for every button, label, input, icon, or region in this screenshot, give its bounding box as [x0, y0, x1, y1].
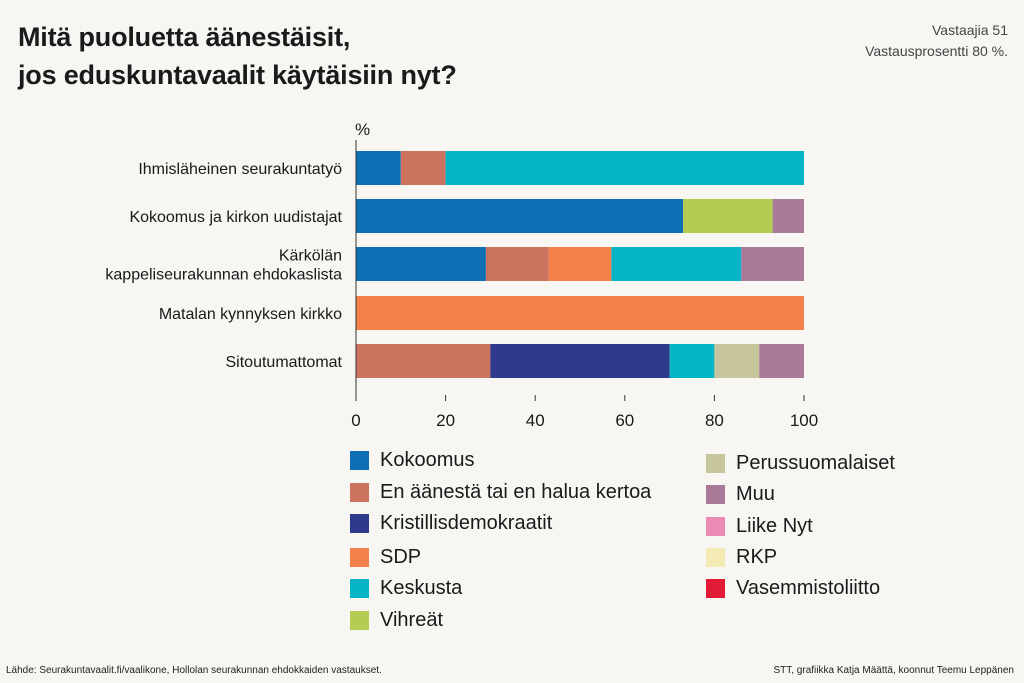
legend-swatch	[350, 579, 369, 598]
x-tick-label: 80	[705, 411, 724, 430]
bar-segment	[548, 247, 612, 281]
source-note: Lähde: Seurakuntavaalit.fi/vaalikone, Ho…	[6, 665, 382, 676]
category-label: Sitoutumattomat	[226, 354, 343, 371]
x-tick-label: 40	[526, 411, 545, 430]
bar-segment	[356, 199, 684, 233]
bar-segment	[356, 344, 491, 378]
legend-label: Liike Nyt	[736, 515, 813, 537]
category-label: Kärkölän	[279, 248, 342, 265]
respondents-count: Vastaajia 51	[931, 22, 1008, 38]
credit-note: STT, grafiikka Katja Määttä, koonnut Tee…	[773, 665, 1014, 676]
legend-swatch	[350, 514, 369, 533]
legend-label: Perussuomalaiset	[736, 452, 895, 474]
y-unit-label: %	[355, 120, 370, 139]
bar-segment	[356, 151, 401, 185]
legend-label: Muu	[736, 483, 775, 505]
bar-segment	[611, 247, 742, 281]
x-tick-label: 0	[351, 411, 360, 430]
legend-label: Kokoomus	[380, 449, 475, 471]
legend-label: En äänestä tai en halua kertoa	[380, 481, 652, 503]
bar-segment	[759, 344, 804, 378]
legend-swatch	[350, 483, 369, 502]
legend-swatch	[706, 548, 725, 567]
legend-swatch	[706, 517, 725, 536]
legend-swatch	[350, 611, 369, 630]
x-tick-label: 20	[436, 411, 455, 430]
category-label: Kokoomus ja kirkon uudistajat	[129, 209, 342, 226]
legend-label: Vasemmistoliitto	[736, 577, 881, 599]
bar-segment	[741, 247, 804, 281]
category-label: Ihmisläheinen seurakuntatyö	[138, 161, 342, 178]
bar-segment	[445, 151, 804, 185]
category-label: Matalan kynnyksen kirkko	[159, 306, 342, 323]
bar-segment	[683, 199, 773, 233]
chart-title: Mitä puoluetta äänestäisit, jos eduskunt…	[18, 18, 457, 94]
survey-meta: Vastaajia 51 Vastausprosentti 80 %.	[865, 20, 1008, 62]
bar-segment	[714, 344, 760, 378]
bar-segment	[772, 199, 804, 233]
legend-label: Kristillisdemokraatit	[380, 512, 553, 534]
bar-segment	[669, 344, 715, 378]
x-tick-label: 60	[615, 411, 634, 430]
legend-label: SDP	[380, 546, 422, 568]
legend-label: Vihreät	[380, 609, 444, 631]
legend-swatch	[706, 579, 725, 598]
bar-segment	[356, 296, 804, 330]
legend-label: RKP	[736, 546, 778, 568]
response-rate: Vastausprosentti 80 %.	[865, 43, 1008, 59]
bar-segment	[485, 247, 549, 281]
x-tick-label: 100	[790, 411, 818, 430]
legend-swatch	[350, 451, 369, 470]
legend-swatch	[706, 454, 725, 473]
bar-segment	[400, 151, 446, 185]
title-line-2: jos eduskuntavaalit käytäisiin nyt?	[18, 60, 457, 90]
bar-segment	[490, 344, 670, 378]
title-line-1: Mitä puoluetta äänestäisit,	[18, 22, 351, 52]
category-label: kappeliseurakunnan ehdokaslista	[105, 267, 342, 284]
legend-label: Keskusta	[380, 577, 463, 599]
legend-swatch	[706, 485, 725, 504]
legend-swatch	[350, 548, 369, 567]
bar-segment	[356, 247, 486, 281]
